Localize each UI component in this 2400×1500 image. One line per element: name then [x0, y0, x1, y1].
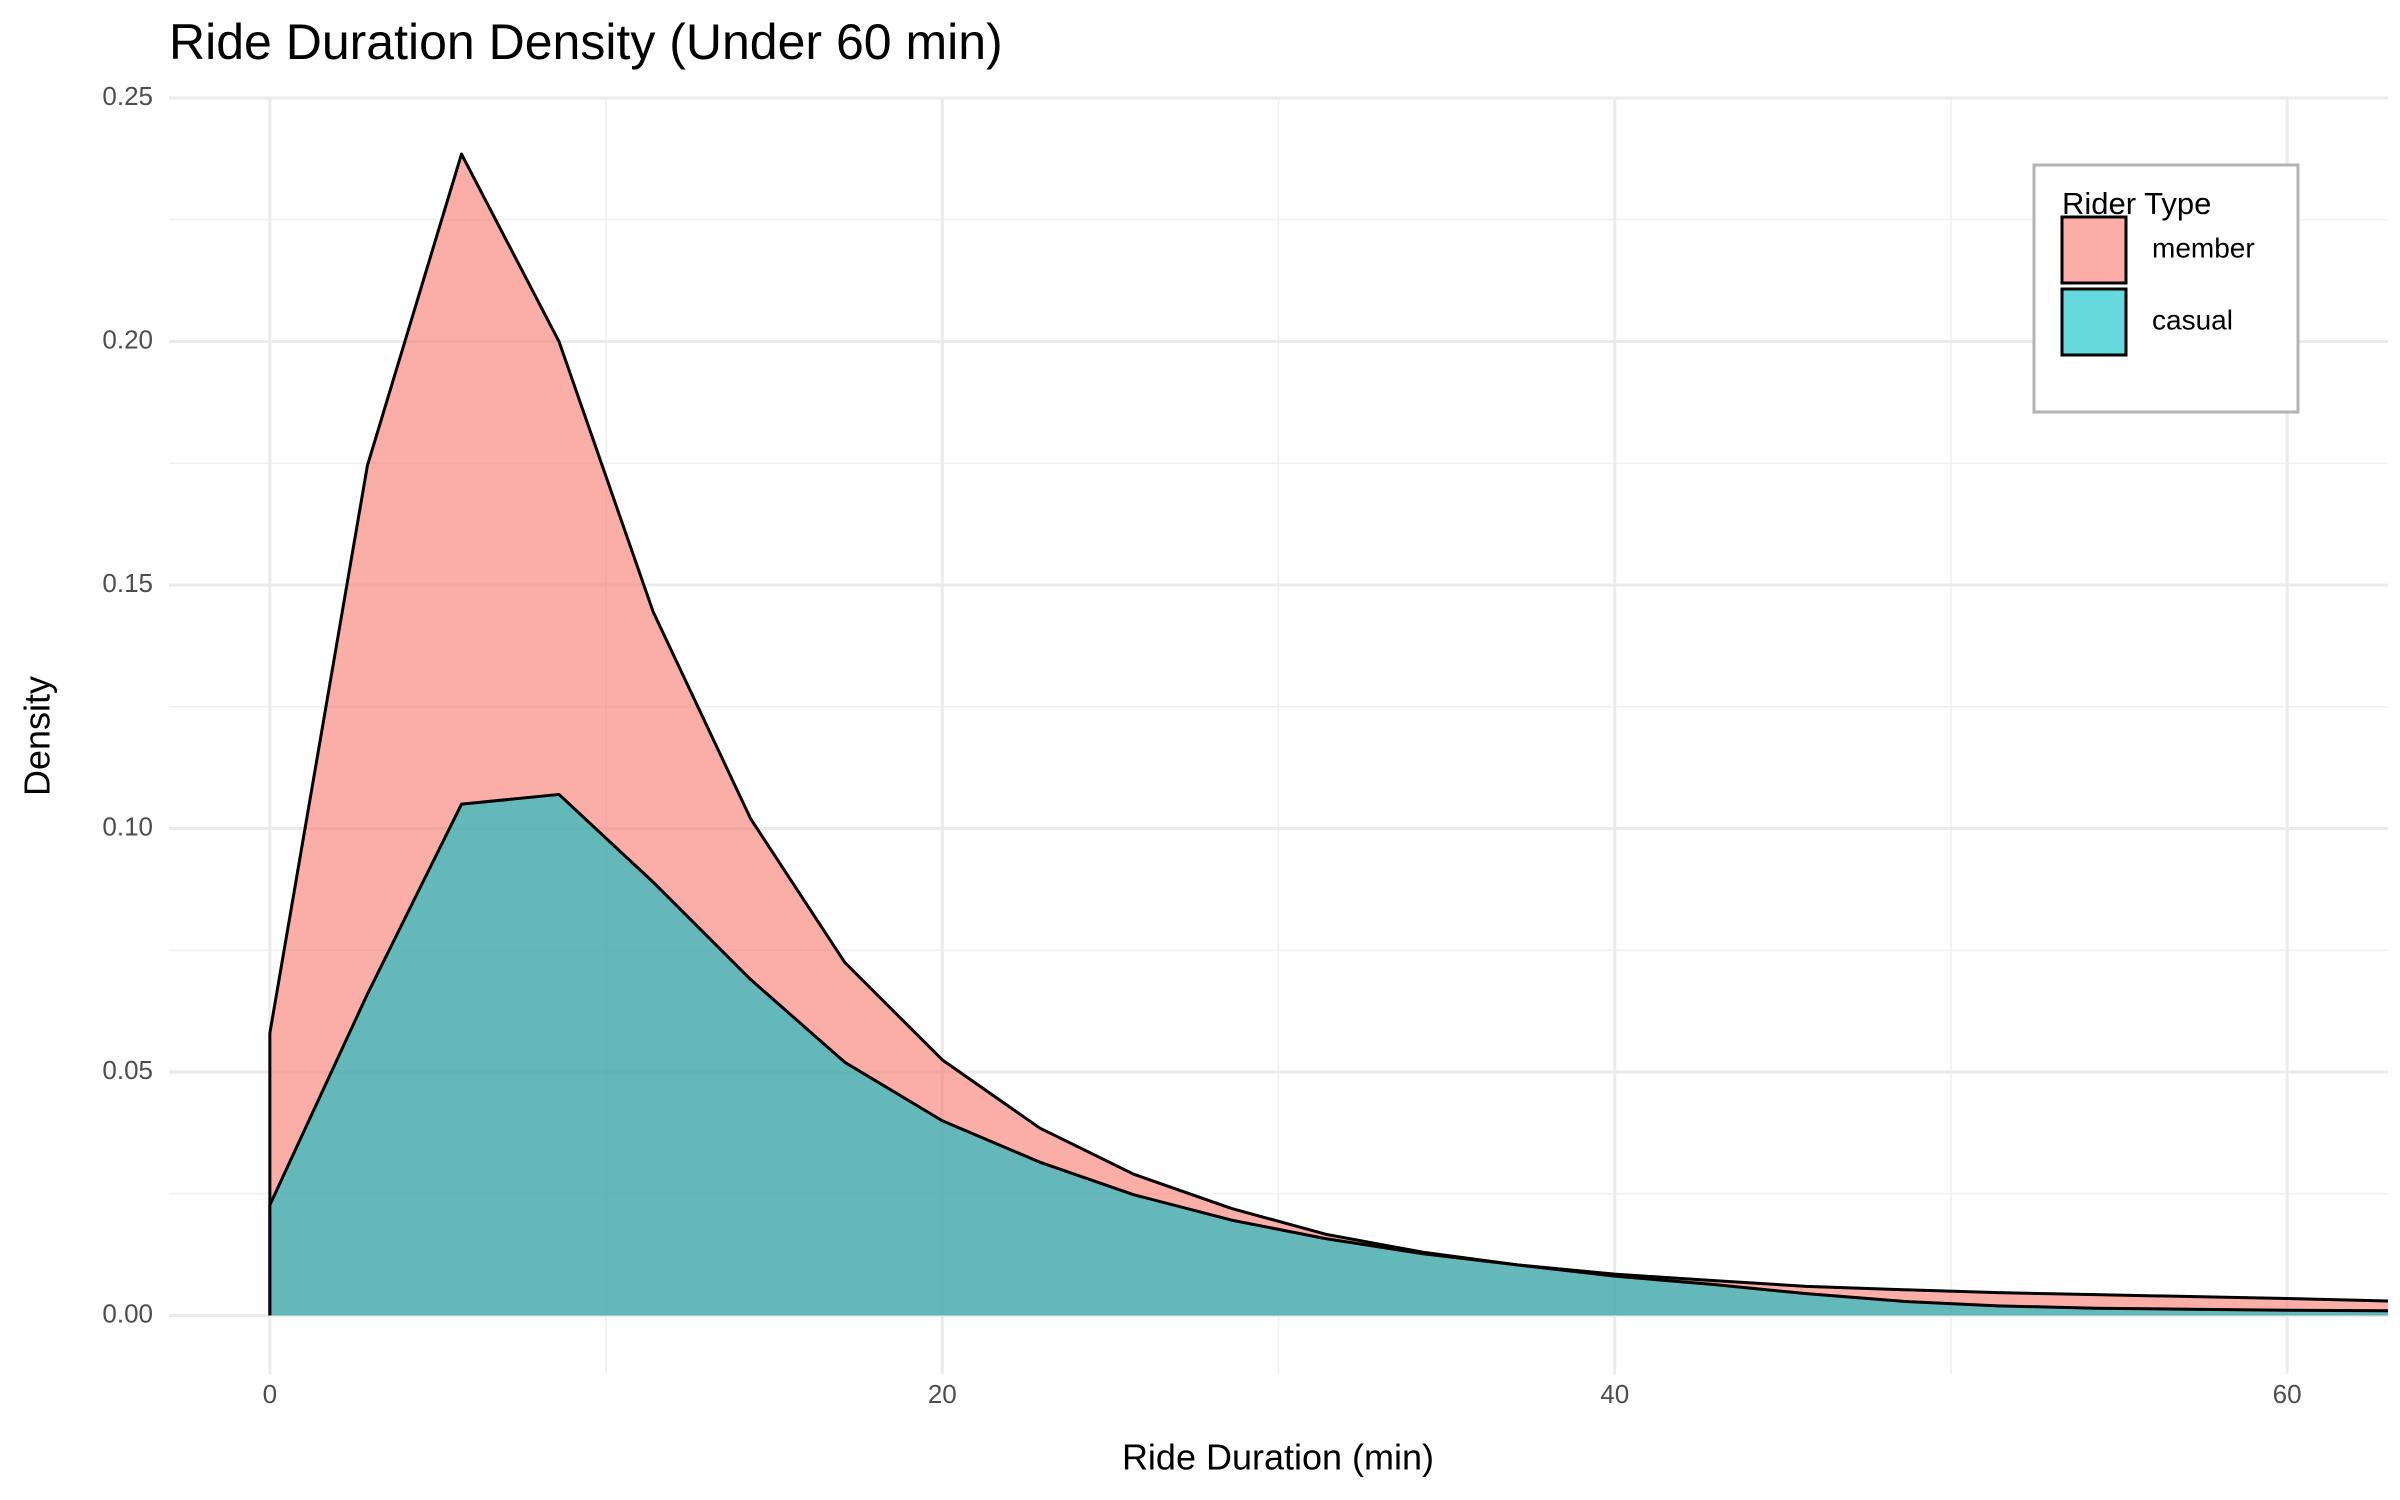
legend-key [2060, 215, 2128, 285]
legend-label: member [2152, 232, 2255, 263]
legend-title: Rider Type [2062, 186, 2211, 221]
chart-title: Ride Duration Density (Under 60 min) [169, 14, 1003, 70]
x-tick-label: 0 [263, 1379, 277, 1409]
x-axis-title: Ride Duration (min) [1122, 1437, 1434, 1478]
areas [268, 152, 2389, 1316]
legend-key [2060, 287, 2128, 357]
y-axis-title: Density [17, 676, 58, 796]
x-tick-label: 40 [1600, 1379, 1629, 1409]
y-tick-label: 0.25 [102, 81, 153, 111]
density-line [268, 792, 2389, 1316]
density-line [268, 152, 2389, 1316]
legend: Rider Type member casual [2032, 163, 2300, 414]
y-tick-label: 0.15 [102, 568, 153, 598]
y-tick-label: 0.10 [102, 811, 153, 841]
x-tick-label: 60 [2273, 1379, 2302, 1409]
x-tick-label: 20 [928, 1379, 957, 1409]
y-tick-label: 0.20 [102, 324, 153, 354]
axes: 0.00 0.05 0.10 0.15 0.20 0.25 0 20 40 60 [102, 81, 2301, 1409]
y-tick-label: 0.05 [102, 1055, 153, 1085]
legend-label: casual [2152, 304, 2233, 335]
density-area [269, 794, 2389, 1316]
y-tick-label: 0.00 [102, 1298, 153, 1328]
